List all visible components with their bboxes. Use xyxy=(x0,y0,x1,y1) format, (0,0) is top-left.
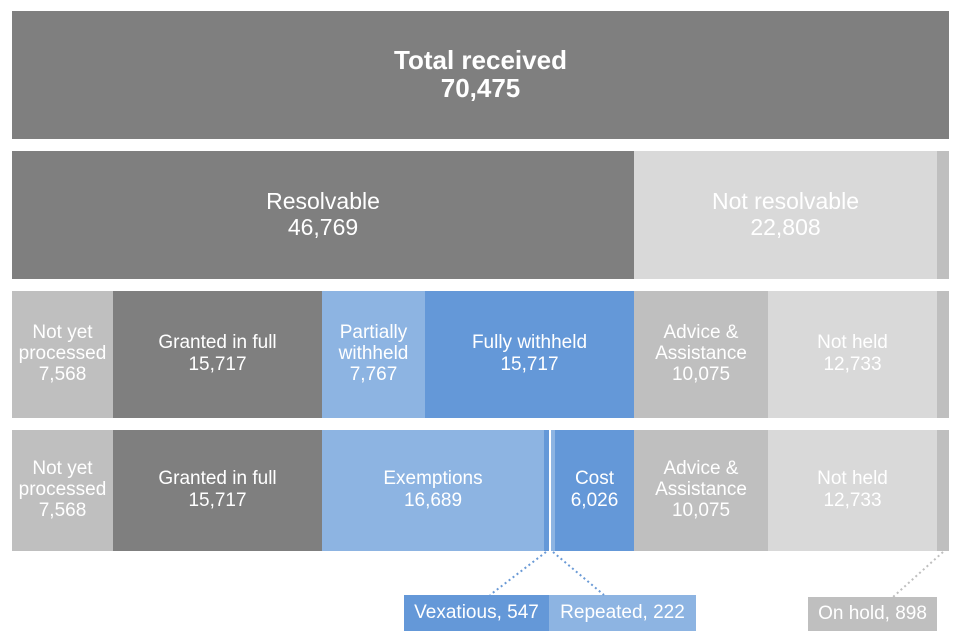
segment-label: Not held xyxy=(817,332,888,354)
segment-value: 10,075 xyxy=(671,364,731,386)
segment-label: Cost xyxy=(574,468,615,490)
callout-repeated: Repeated, 222 xyxy=(549,595,696,631)
segment-partially-withheld: Partially withheld 7,767 xyxy=(322,291,425,418)
segment-fully-withheld: Fully withheld 15,717 xyxy=(425,291,634,418)
segment-value: 22,808 xyxy=(750,214,821,241)
segment-label: Not held xyxy=(817,468,888,490)
segment-repeated-sliver xyxy=(551,430,555,551)
segment-not-yet-processed: Not yet processed 7,568 xyxy=(12,430,113,551)
segment-not-resolvable: Not resolvable 22,808 xyxy=(634,151,937,279)
segment-not-yet-processed: Not yet processed 7,568 xyxy=(12,291,113,418)
segment-granted-in-full: Granted in full 15,717 xyxy=(113,291,322,418)
segment-label: Partially withheld xyxy=(338,322,409,364)
segment-not-held: Not held 12,733 xyxy=(768,291,937,418)
segment-value: 7,767 xyxy=(349,364,398,386)
segment-exemptions: Exemptions 16,689 xyxy=(322,430,544,551)
segment-vexatious-sliver xyxy=(544,430,551,551)
segment-label: Not yet processed xyxy=(18,322,107,364)
segment-value: 7,568 xyxy=(38,364,87,386)
segment-advice-assistance: Advice & Assistance 10,075 xyxy=(634,430,768,551)
segment-label: Total received xyxy=(394,45,567,76)
callout-on-hold: On hold, 898 xyxy=(808,597,937,631)
segment-value: 70,475 xyxy=(440,73,521,104)
segment-on-hold-sliver xyxy=(937,430,949,551)
segment-granted-in-full: Granted in full 15,717 xyxy=(113,430,322,551)
segment-on-hold-sliver xyxy=(937,151,949,279)
callout-vexatious: Vexatious, 547 xyxy=(404,595,549,631)
segment-value: 16,689 xyxy=(403,489,463,511)
segment-value: 12,733 xyxy=(823,353,882,375)
segment-value: 46,769 xyxy=(287,214,359,241)
segment-not-held: Not held 12,733 xyxy=(768,430,937,551)
segment-label: Resolvable xyxy=(266,188,380,215)
sliver-separator xyxy=(549,430,551,551)
segment-label: Not yet processed xyxy=(18,458,107,500)
segment-value: 15,717 xyxy=(188,353,247,375)
segment-value: 15,717 xyxy=(188,489,247,511)
segment-resolvable: Resolvable 46,769 xyxy=(12,151,634,279)
segment-cost: Cost 6,026 xyxy=(555,430,634,551)
segment-label: Advice & Assistance xyxy=(655,322,747,364)
segment-value: 15,717 xyxy=(500,353,559,375)
segment-value: 10,075 xyxy=(671,500,731,522)
segment-label: Fully withheld xyxy=(471,332,588,354)
segment-label: Granted in full xyxy=(158,468,277,490)
segment-label: Exemptions xyxy=(383,468,483,490)
segment-label: Not resolvable xyxy=(711,188,860,215)
segment-value: 12,733 xyxy=(823,489,882,511)
segment-label: Advice & Assistance xyxy=(655,458,747,500)
segment-total-received: Total received 70,475 xyxy=(12,11,949,139)
segment-value: 7,568 xyxy=(38,500,87,522)
segment-on-hold-sliver xyxy=(937,291,949,418)
segment-value: 6,026 xyxy=(570,489,619,511)
segment-advice-assistance: Advice & Assistance 10,075 xyxy=(634,291,768,418)
segment-label: Granted in full xyxy=(158,332,277,354)
